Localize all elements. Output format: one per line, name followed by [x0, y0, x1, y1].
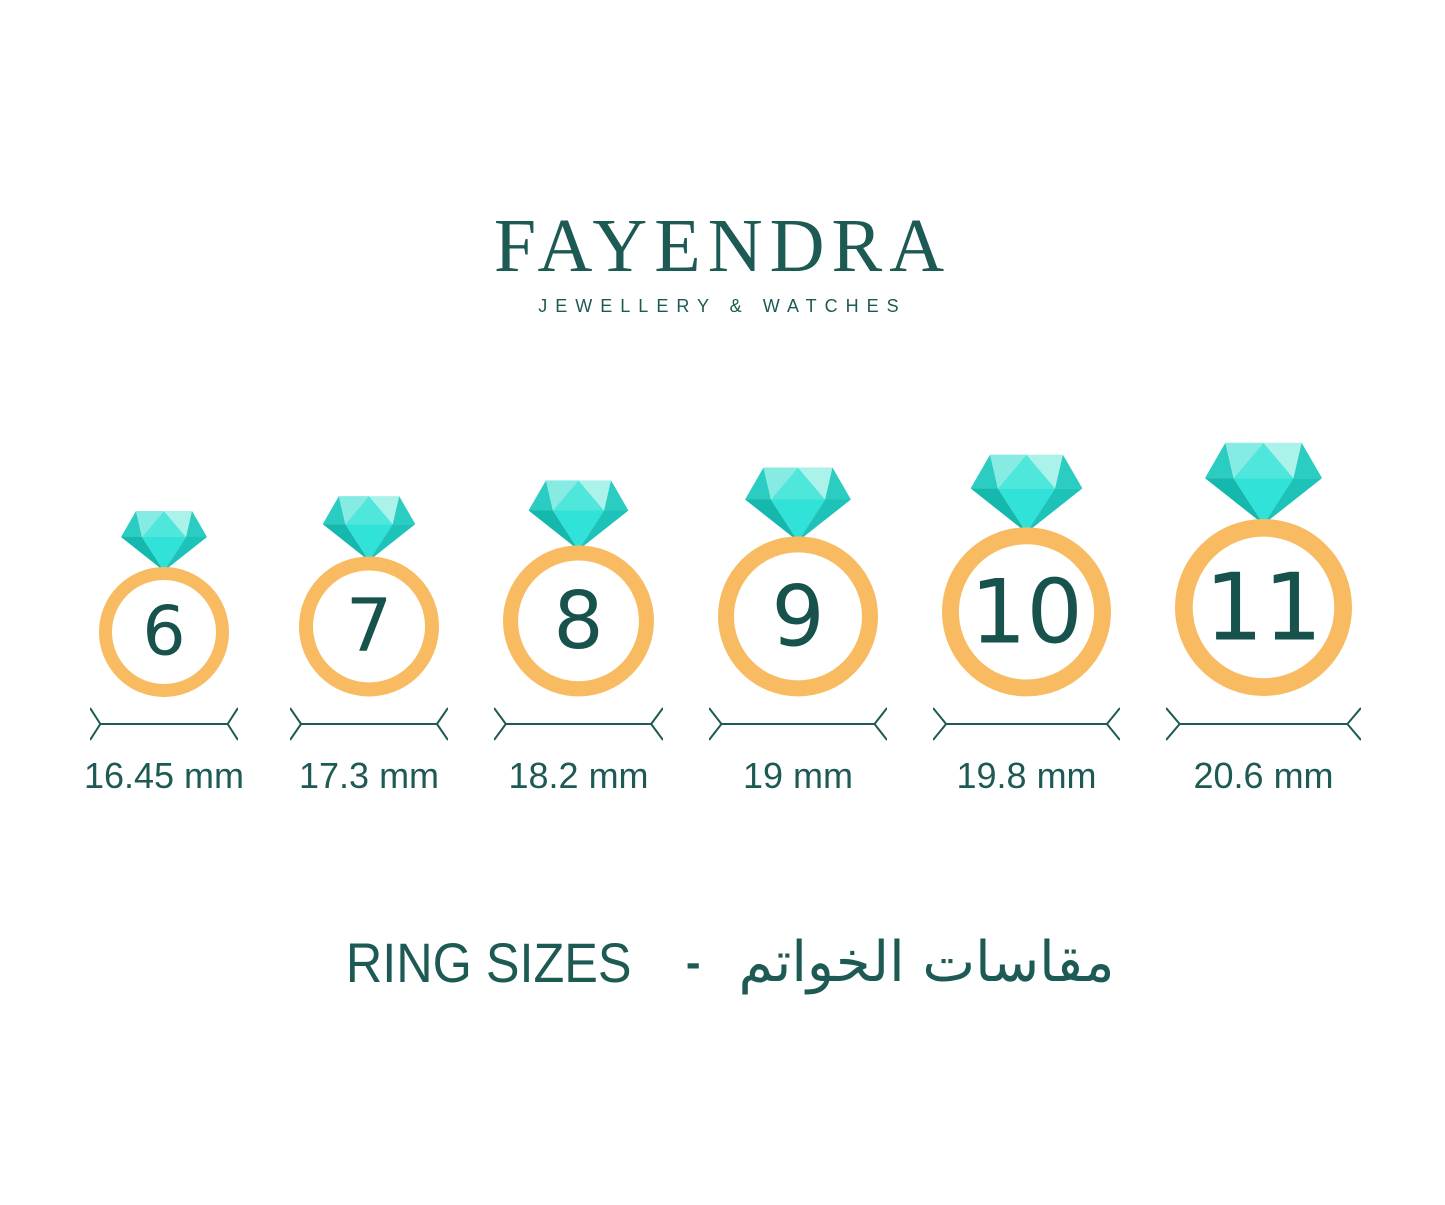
ring-size-number: 9	[771, 568, 824, 666]
ring-illustration: 8	[503, 480, 655, 697]
ring-illustration: 10	[942, 454, 1112, 697]
ring-column-size-10: 10 19.8 mm	[933, 452, 1120, 797]
diameter-arrow	[290, 707, 448, 741]
diameter-label: 16.45 mm	[83, 755, 245, 796]
diameter-arrow	[709, 707, 887, 741]
diamond-icon	[528, 480, 629, 551]
ring-band	[1175, 519, 1353, 697]
title-arabic: مقاسات الخواتم	[738, 930, 1115, 995]
diameter-arrow	[90, 707, 238, 741]
diameter-label: 19 mm	[743, 755, 854, 796]
ring-band	[98, 567, 229, 697]
brand-logo: FAYENDRA JEWELLERY & WATCHES	[0, 208, 1445, 317]
ring-size-number: 7	[346, 584, 393, 669]
ring-band	[718, 536, 879, 697]
diameter-arrow	[933, 707, 1120, 741]
diameter-arrow	[494, 707, 663, 741]
ring-column-size-6: 6 16.45 mm	[84, 509, 244, 797]
diamond-icon	[1204, 443, 1323, 525]
ring-size-number: 10	[970, 560, 1082, 663]
diamond-icon	[745, 467, 851, 542]
ring-band	[503, 545, 655, 697]
brand-name: FAYENDRA	[493, 204, 952, 288]
ring-band	[299, 556, 440, 697]
ring-illustration: 7	[299, 496, 440, 697]
page-title: RING SIZES - مقاسات الخواتم	[0, 930, 1445, 995]
rings-row: 6 16.45 mm 7	[0, 440, 1445, 797]
ring-illustration: 11	[1175, 443, 1353, 697]
ring-illustration: 9	[718, 467, 879, 697]
ring-column-size-11: 11 20.6 mm	[1166, 440, 1361, 797]
ring-column-size-7: 7 17.3 mm	[290, 494, 448, 797]
diamond-icon	[970, 454, 1083, 533]
ring-size-number: 6	[142, 593, 185, 672]
diameter-label: 20.6 mm	[1193, 755, 1334, 796]
ring-size-number: 11	[1205, 554, 1323, 662]
ring-size-number: 8	[553, 575, 603, 667]
title-separator: -	[685, 937, 701, 987]
ring-column-size-8: 8 18.2 mm	[494, 478, 663, 797]
diameter-arrow	[1166, 707, 1361, 741]
diameter-label: 19.8 mm	[956, 755, 1097, 796]
diameter-label: 17.3 mm	[299, 755, 440, 796]
title-english: RING SIZES	[346, 931, 632, 994]
diamond-icon	[120, 511, 207, 571]
ring-column-size-9: 9 19 mm	[709, 465, 887, 797]
brand-tagline: JEWELLERY & WATCHES	[538, 296, 907, 316]
ring-band	[942, 527, 1112, 697]
diamond-icon	[322, 496, 416, 562]
diameter-label: 18.2 mm	[508, 755, 649, 796]
ring-illustration: 6	[98, 511, 229, 697]
